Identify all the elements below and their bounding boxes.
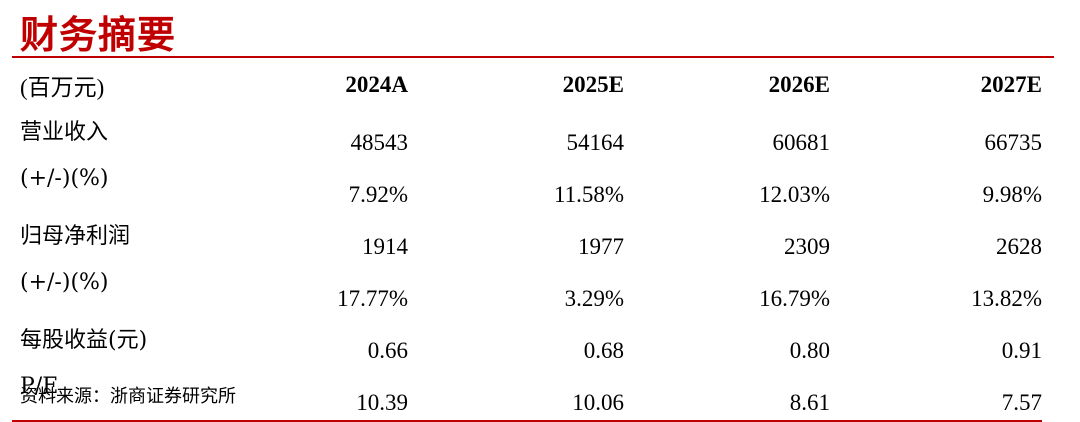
table-cell: 0.91 [1001, 338, 1042, 363]
table-cell: 0.68 [583, 338, 624, 363]
table-cell: 3.29% [564, 286, 624, 311]
table-cell: 16.79% [759, 286, 830, 311]
table-row: 营业收入 48543 54164 60681 66735 [12, 108, 1042, 160]
table-cell: 1977 [578, 234, 624, 259]
table-cell: 0.80 [789, 338, 830, 363]
table-cell: 12.03% [759, 182, 830, 207]
title-divider [12, 56, 1054, 58]
table-cell: 7.92% [348, 182, 408, 207]
source-note: 资料来源：浙商证券研究所 [20, 386, 236, 407]
row-label: 每股收益(元) [20, 328, 148, 353]
column-header-2026e: 2026E [768, 72, 830, 97]
row-label: 归母净利润 [20, 224, 131, 249]
table-cell: 60681 [772, 130, 831, 155]
table-cell: 17.77% [337, 286, 408, 311]
table-cell: 2309 [784, 234, 830, 259]
table-row: (+/-)(%) 17.77% 3.29% 16.79% 13.82% [12, 264, 1042, 316]
column-header-2025e: 2025E [562, 72, 624, 97]
table-row: (+/-)(%) 7.92% 11.58% 12.03% 9.98% [12, 160, 1042, 212]
unit-header: (百万元) [20, 75, 105, 100]
table-cell: 54164 [566, 130, 625, 155]
row-label: 营业收入 [20, 120, 109, 145]
table-cell: 1914 [362, 234, 408, 259]
table-cell: 9.98% [982, 182, 1042, 207]
table-cell: 48543 [350, 130, 409, 155]
row-label: (+/-)(%) [20, 270, 109, 295]
table-cell: 11.58% [553, 182, 624, 207]
table-cell: 8.61 [624, 368, 830, 422]
table-cell: 0.66 [367, 338, 408, 363]
table-row: 归母净利润 1914 1977 2309 2628 [12, 212, 1042, 264]
row-label: (+/-)(%) [20, 166, 109, 191]
page-title: 财务摘要 [20, 12, 177, 57]
table-row: 每股收益(元) 0.66 0.68 0.80 0.91 [12, 316, 1042, 368]
table-cell: 66735 [984, 130, 1043, 155]
column-header-2027e: 2027E [980, 72, 1042, 97]
financial-summary-table: (百万元) 2024A 2025E 2026E 2027E 营业收入 48543… [12, 62, 1042, 422]
column-header-2024a: 2024A [345, 72, 408, 97]
table-header-row: (百万元) 2024A 2025E 2026E 2027E [12, 62, 1042, 108]
table-cell: 10.06 [408, 368, 624, 422]
table-cell: 13.82% [971, 286, 1042, 311]
table-cell: 2628 [996, 234, 1042, 259]
table-cell: 7.57 [830, 368, 1042, 422]
